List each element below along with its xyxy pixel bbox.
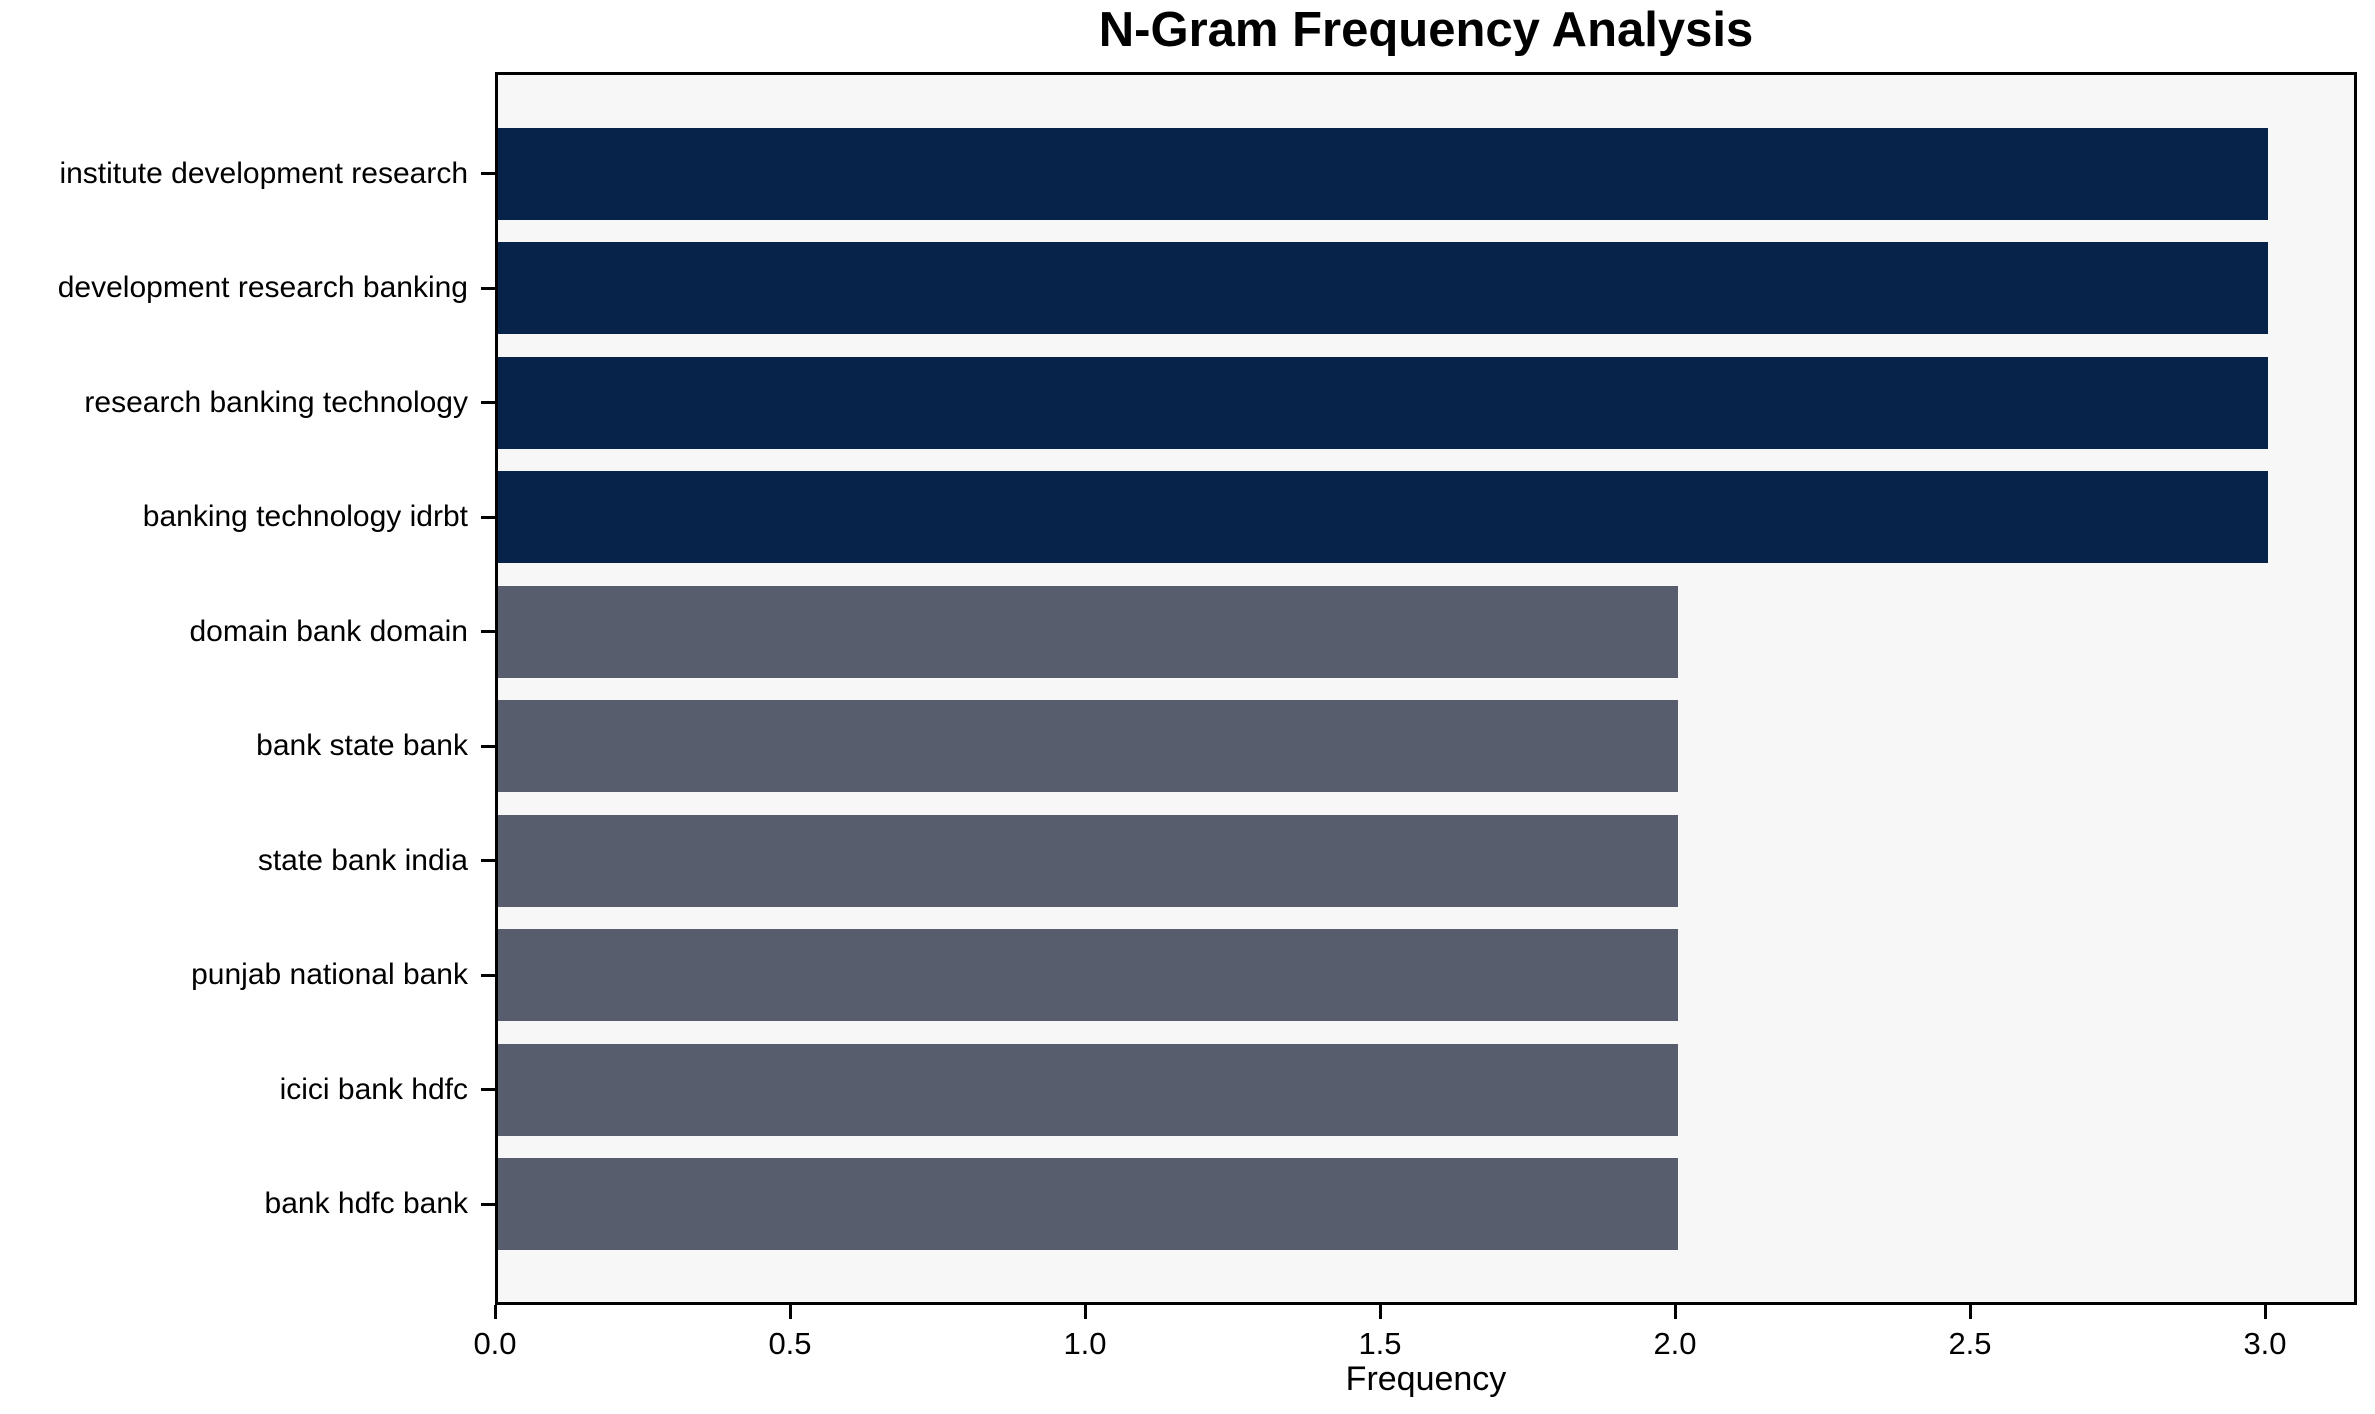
bar-institute-development-research <box>498 127 2268 220</box>
bar-icici-bank-hdfc <box>498 1043 1678 1136</box>
bar-punjab-national-bank <box>498 929 1678 1021</box>
bar-bank-state-bank <box>498 700 1678 792</box>
x-tick-label: 0.0 <box>473 1326 517 1361</box>
y-tick-label: state bank india <box>257 843 468 877</box>
y-tick-mark <box>481 744 496 748</box>
y-tick-label: research banking technology <box>84 385 468 419</box>
y-tick-label: bank state bank <box>256 729 468 762</box>
x-tick-label: 3.0 <box>2243 1326 2287 1361</box>
x-tick-mark <box>788 1305 792 1319</box>
bar-state-bank-india <box>498 814 1678 907</box>
y-tick-label: development research banking <box>57 271 468 304</box>
bar-bank-hdfc-bank <box>498 1158 1678 1250</box>
y-tick-mark <box>481 630 496 633</box>
y-tick-mark <box>481 515 496 519</box>
y-tick-label: punjab national bank <box>191 958 468 991</box>
x-tick-mark <box>1968 1305 1972 1319</box>
bar-development-research-banking <box>498 242 2268 334</box>
bar-domain-bank-domain <box>498 585 1678 678</box>
y-tick-mark <box>481 973 496 977</box>
x-tick-label: 2.0 <box>1653 1326 1697 1361</box>
y-tick-mark <box>481 172 496 175</box>
y-tick-mark <box>481 286 496 290</box>
x-tick-label: 0.5 <box>768 1326 812 1361</box>
plot-area <box>495 72 2357 1305</box>
y-tick-mark <box>481 1202 496 1206</box>
x-tick-mark <box>1673 1305 1677 1319</box>
bar-banking-technology-idrbt <box>498 471 2268 563</box>
x-tick-mark <box>493 1305 497 1319</box>
x-axis-label: Frequency <box>1345 1360 1507 1398</box>
y-tick-label: banking technology idrbt <box>142 500 468 533</box>
y-tick-mark <box>481 401 496 404</box>
y-tick-label: bank hdfc bank <box>264 1187 468 1220</box>
x-tick-mark <box>2263 1305 2267 1319</box>
x-tick-label: 2.5 <box>1948 1326 1992 1361</box>
y-tick-mark <box>481 1088 496 1091</box>
y-tick-label: institute development research <box>59 156 468 190</box>
x-tick-mark <box>1083 1305 1087 1319</box>
bar-research-banking-technology <box>498 356 2268 449</box>
x-tick-label: 1.5 <box>1358 1326 1402 1361</box>
y-tick-mark <box>481 859 496 862</box>
y-tick-label: domain bank domain <box>189 614 468 648</box>
chart-title: N-Gram Frequency Analysis <box>1098 3 1754 57</box>
y-tick-label: icici bank hdfc <box>279 1072 468 1106</box>
x-tick-mark <box>1378 1305 1382 1319</box>
x-tick-label: 1.0 <box>1063 1326 1107 1361</box>
